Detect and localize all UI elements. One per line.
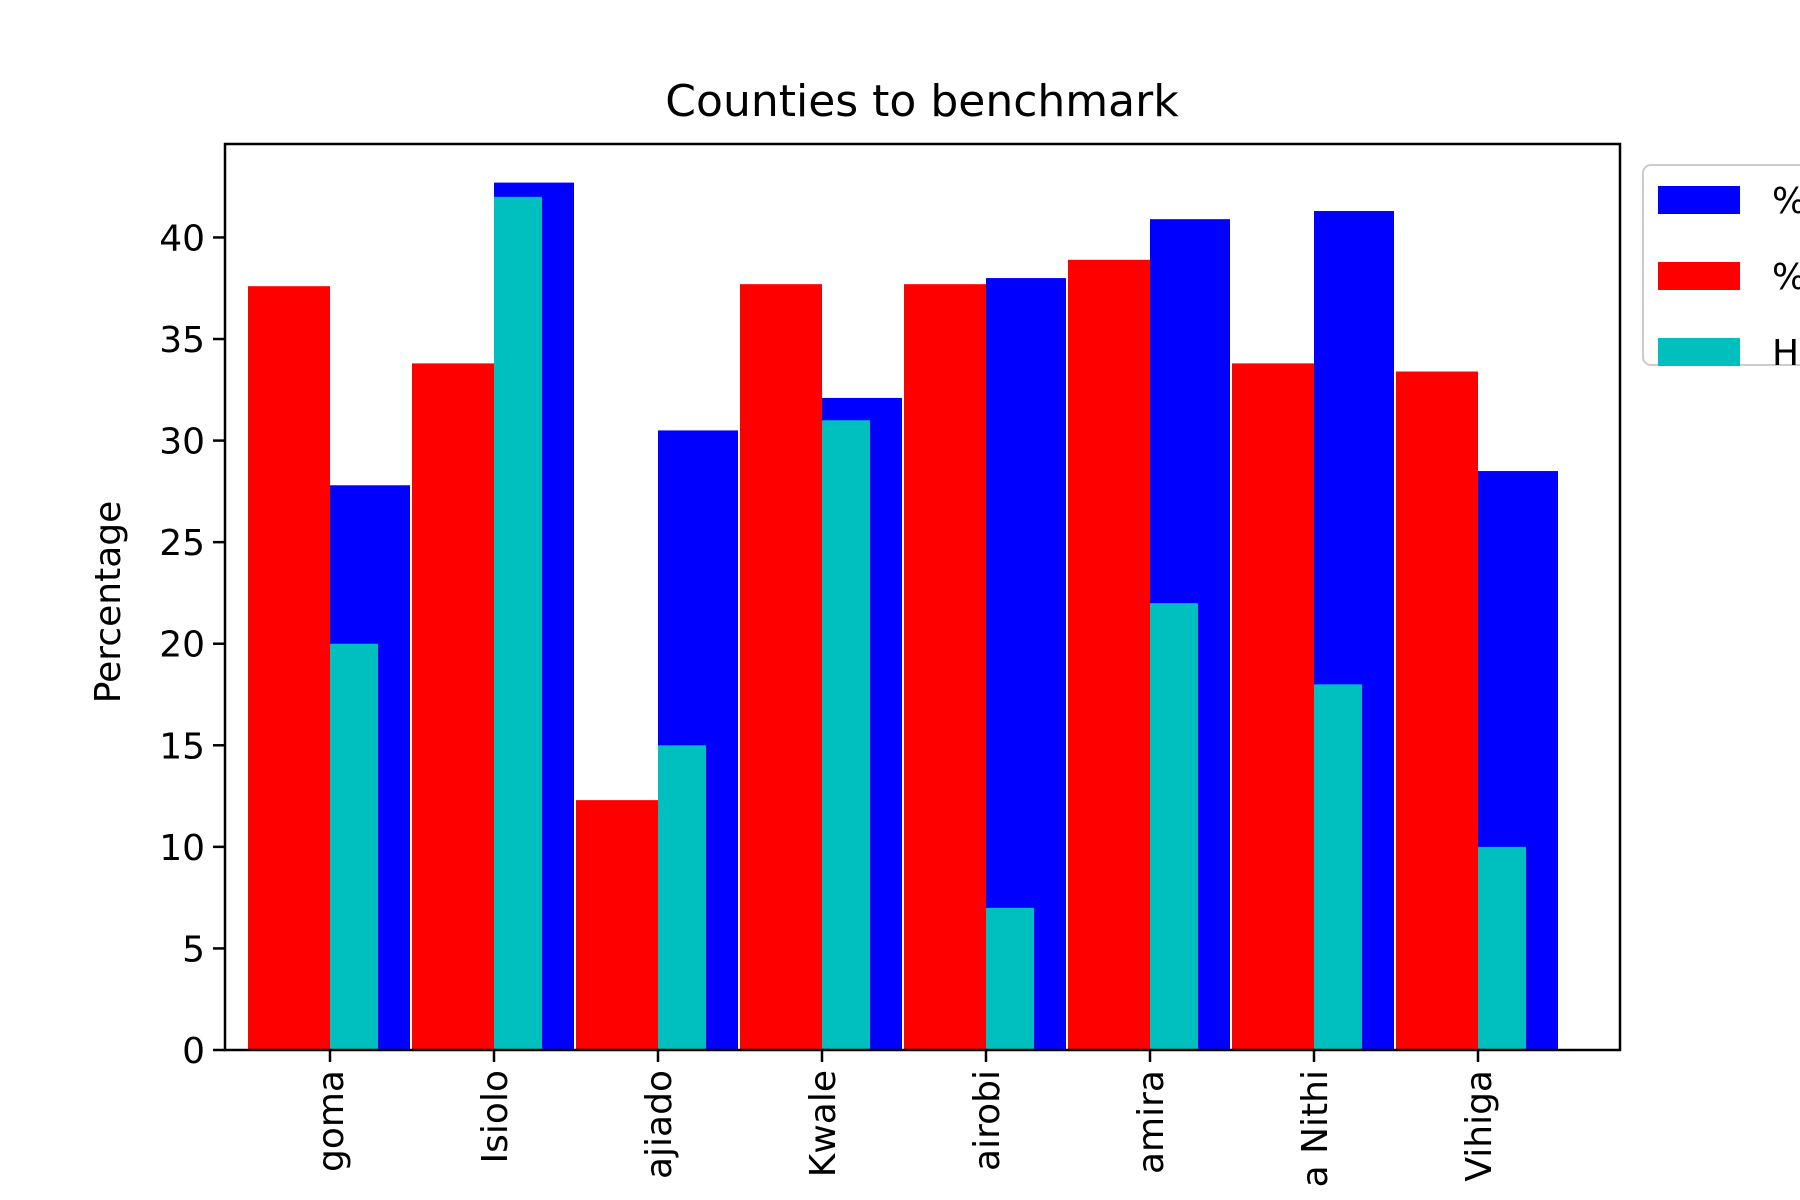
y-tick-label-10: 10 <box>159 828 205 869</box>
x-tick-label-6: a Nithi <box>1295 1070 1336 1187</box>
bar-s1-4 <box>904 284 986 1051</box>
legend-swatch-2 <box>1658 338 1740 366</box>
y-tick-label-5: 5 <box>182 929 205 970</box>
y-tick-label-25: 25 <box>159 523 205 564</box>
bar-s2-7 <box>1478 846 1526 1050</box>
chart-title: Counties to benchmark <box>665 76 1179 127</box>
bar-s1-6 <box>1232 363 1314 1050</box>
bars-layer <box>248 182 1558 1051</box>
bar-s2-4 <box>986 907 1034 1050</box>
bar-s1-2 <box>576 800 658 1050</box>
x-tick-label-1: Isiolo <box>475 1070 516 1163</box>
x-tick-label-2: ajiado <box>639 1070 680 1179</box>
bar-s2-0 <box>330 643 378 1050</box>
bar-s2-2 <box>658 745 706 1050</box>
y-tick-label-40: 40 <box>159 218 205 259</box>
plot-area-frame <box>223 142 1622 1052</box>
legend-swatch-1 <box>1658 262 1740 290</box>
x-tick-label-4: airobi <box>967 1070 1008 1171</box>
legend-label-2: H <box>1772 333 1799 374</box>
legend-swatch-0 <box>1658 186 1740 214</box>
bar-s2-6 <box>1314 684 1362 1050</box>
y-tick-label-30: 30 <box>159 422 205 463</box>
legend-label-1: % <box>1772 257 1800 298</box>
y-axis: 0 5 10 15 20 25 30 35 40 <box>159 218 225 1072</box>
bar-s1-1 <box>412 363 494 1050</box>
bar-s2-5 <box>1150 603 1198 1050</box>
y-axis-label: Percentage <box>88 501 129 704</box>
y-tick-label-20: 20 <box>159 625 205 666</box>
y-tick-label-15: 15 <box>159 726 205 767</box>
x-tick-label-0: goma <box>311 1070 352 1172</box>
y-tick-label-0: 0 <box>182 1031 205 1072</box>
legend-label-0: % <box>1772 181 1800 222</box>
bar-s1-0 <box>248 286 330 1051</box>
x-tick-label-5: amira <box>1131 1070 1172 1174</box>
y-tick-label-35: 35 <box>159 320 205 361</box>
bar-s2-1 <box>494 196 542 1050</box>
bar-s2-3 <box>822 420 870 1050</box>
x-tick-label-3: Kwale <box>803 1070 844 1177</box>
bar-s1-3 <box>740 284 822 1051</box>
bar-s1-7 <box>1396 371 1478 1050</box>
bar-s1-5 <box>1068 259 1150 1050</box>
legend: %% H <box>1642 164 1800 374</box>
x-tick-label-7: Vihiga <box>1459 1070 1500 1182</box>
x-axis: goma Isiolo ajiado Kwale airobi amira a Nithi V… <box>311 1050 1500 1187</box>
